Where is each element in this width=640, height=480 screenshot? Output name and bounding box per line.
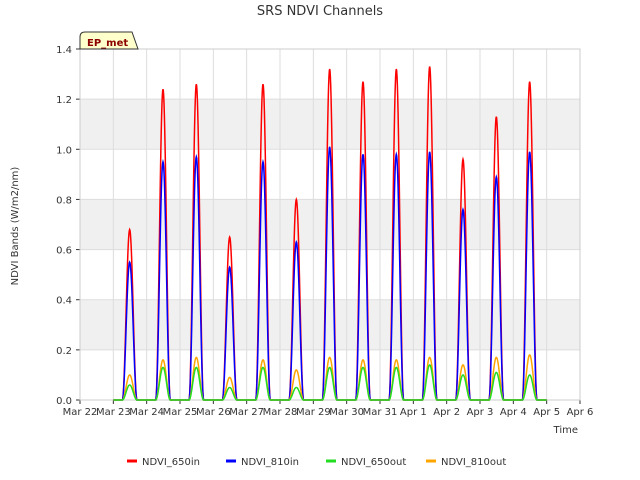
chart-title: SRS NDVI Channels <box>257 4 383 19</box>
series-line-ndvi_650out <box>113 364 547 401</box>
plot-border <box>79 48 581 401</box>
series-line-ndvi_810in <box>113 146 547 401</box>
legend-label-ndvi_650in: NDVI_650in <box>142 457 200 468</box>
legend-label-ndvi_650out: NDVI_650out <box>341 457 406 468</box>
legend-label-ndvi_810out: NDVI_810out <box>441 457 506 468</box>
x-tick-label: Mar 28 <box>263 407 298 418</box>
y-tick-label: 0.4 <box>56 296 72 307</box>
ep-met-tag: EP_met <box>79 31 139 50</box>
x-tick-label: Apr 5 <box>533 407 560 418</box>
x-tick-label: Apr 2 <box>433 407 460 418</box>
y-axis-label: NDVI Bands (W/m2/nm) <box>10 167 21 286</box>
x-tick-label: Mar 29 <box>296 407 331 418</box>
x-tick-label: Mar 26 <box>196 407 231 418</box>
ep-met-tag-label: EP_met <box>87 38 128 49</box>
x-tick-label: Mar 31 <box>363 407 398 418</box>
x-tick-label: Apr 3 <box>467 407 494 418</box>
y-tick-label: 0.6 <box>56 246 72 257</box>
legend-label-ndvi_810in: NDVI_810in <box>241 457 299 468</box>
x-tick-label: Mar 22 <box>63 407 98 418</box>
x-tick-label: Apr 4 <box>500 407 527 418</box>
y-tick-label: 0.8 <box>56 195 72 206</box>
y-tick-label: 0.2 <box>56 346 72 357</box>
y-tick-label: 1.2 <box>56 95 72 106</box>
x-tick-label: Apr 6 <box>567 407 594 418</box>
x-tick-label: Mar 30 <box>329 407 364 418</box>
plot-band <box>80 299 580 350</box>
x-tick-label: Apr 1 <box>400 407 427 418</box>
x-tick-label: Mar 25 <box>163 407 198 418</box>
x-tick-label: Mar 24 <box>129 407 164 418</box>
y-tick-label: 1.4 <box>56 45 72 56</box>
plot-band <box>80 99 580 150</box>
plot-band <box>80 199 580 250</box>
y-tick-label: 0.0 <box>56 396 72 407</box>
legend: NDVI_650in NDVI_810in NDVI_650out NDVI_810o… <box>127 457 506 468</box>
x-tick-label: Mar 27 <box>229 407 264 418</box>
series-line-ndvi_810out <box>113 353 547 401</box>
x-tick-label: Mar 23 <box>96 407 131 418</box>
x-axis-label: Time <box>553 425 578 436</box>
y-tick-label: 1.0 <box>56 145 72 156</box>
